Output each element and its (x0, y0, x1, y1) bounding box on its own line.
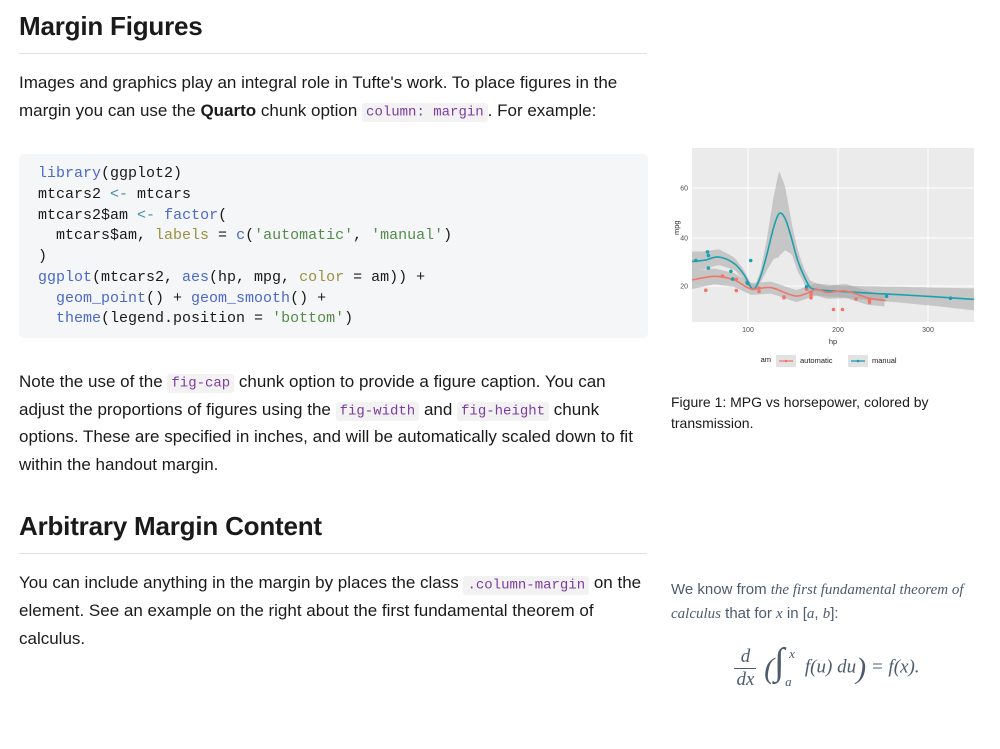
svg-text:300: 300 (922, 327, 934, 334)
svg-text:60: 60 (680, 186, 688, 193)
svg-text:40: 40 (680, 236, 688, 243)
svg-text:am: am (761, 355, 771, 364)
svg-text:manual: manual (872, 356, 897, 365)
svg-text:hp: hp (829, 337, 837, 346)
svg-text:automatic: automatic (800, 356, 833, 365)
svg-text:200: 200 (832, 327, 844, 334)
svg-text:20: 20 (680, 284, 688, 291)
svg-text:100: 100 (742, 327, 754, 334)
svg-text:mpg: mpg (672, 220, 681, 235)
